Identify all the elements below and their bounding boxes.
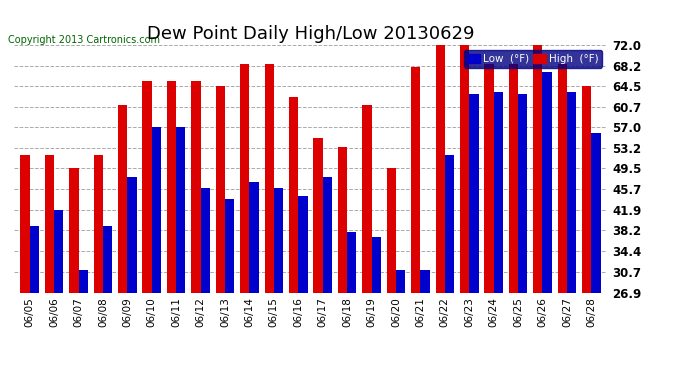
Title: Dew Point Daily High/Low 20130629: Dew Point Daily High/Low 20130629 [147,26,474,44]
Bar [509,64,518,375]
Bar [396,270,405,375]
Bar [152,128,161,375]
Bar [103,226,112,375]
Bar [79,270,88,375]
Bar [518,94,527,375]
Bar [469,94,478,375]
Bar [167,81,176,375]
Bar [582,86,591,375]
Legend: Low  (°F), High  (°F): Low (°F), High (°F) [464,50,602,68]
Bar [362,105,371,375]
Bar [386,168,396,375]
Bar [264,64,274,375]
Bar [128,177,137,375]
Bar [274,188,283,375]
Bar [30,226,39,375]
Bar [371,237,381,375]
Bar [118,105,128,375]
Text: Copyright 2013 Cartronics.com: Copyright 2013 Cartronics.com [8,35,160,45]
Bar [289,97,298,375]
Bar [347,232,357,375]
Bar [558,64,567,375]
Bar [216,86,225,375]
Bar [240,64,250,375]
Bar [323,177,332,375]
Bar [338,147,347,375]
Bar [201,188,210,375]
Bar [460,45,469,375]
Bar [94,155,103,375]
Bar [69,168,79,375]
Bar [420,270,430,375]
Bar [45,155,54,375]
Bar [54,210,63,375]
Bar [250,182,259,375]
Bar [533,45,542,375]
Bar [176,128,186,375]
Bar [143,81,152,375]
Bar [21,155,30,375]
Bar [493,92,503,375]
Bar [411,67,420,375]
Bar [484,64,493,375]
Bar [225,199,235,375]
Bar [567,92,576,375]
Bar [191,81,201,375]
Bar [542,72,552,375]
Bar [435,45,445,375]
Bar [313,138,323,375]
Bar [591,133,600,375]
Bar [298,196,308,375]
Bar [445,155,454,375]
